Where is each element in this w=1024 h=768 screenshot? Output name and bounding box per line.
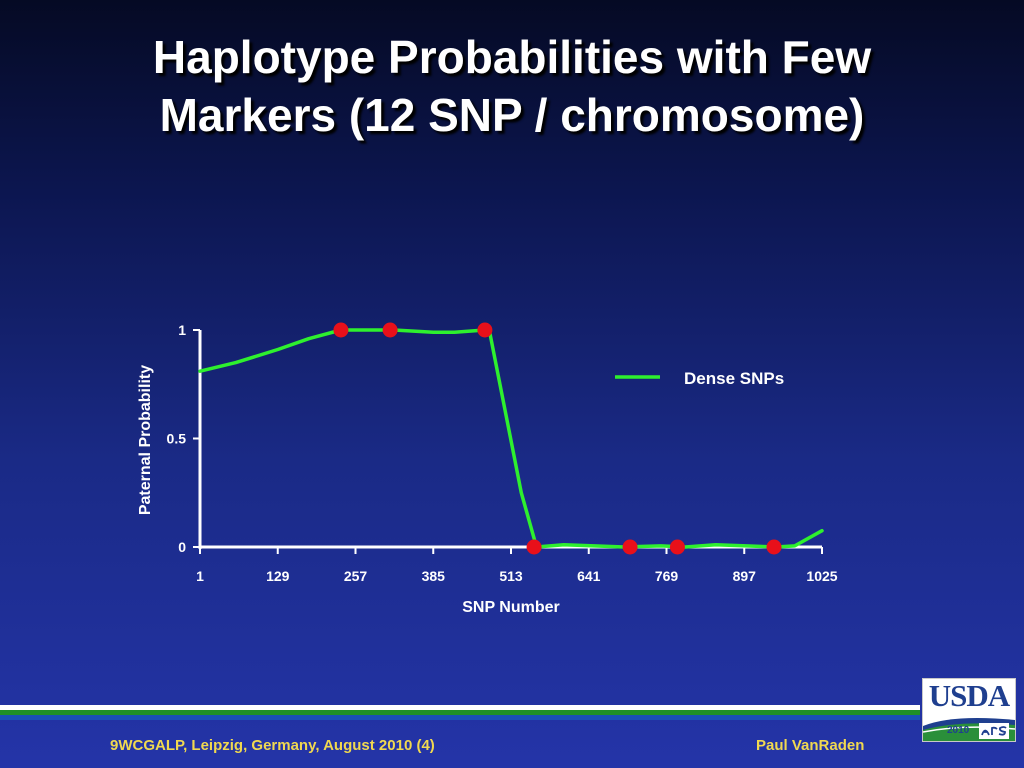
x-tick-label-513: 513 — [499, 568, 523, 584]
x-tick-label-1025: 1025 — [806, 568, 837, 584]
footer-conference: 9WCGALP, Leipzig, Germany, August 2010 (… — [110, 737, 435, 754]
x-tick-label-385: 385 — [422, 568, 446, 584]
marker-point-4 — [526, 539, 542, 555]
usda-logo-text: USDA — [928, 678, 1010, 713]
y-axis-title: Paternal Probability — [137, 365, 154, 515]
x-tick-label-769: 769 — [655, 568, 679, 584]
x-tick-label-1: 1 — [196, 568, 204, 584]
marker-point-7 — [766, 539, 782, 555]
x-tick-label-897: 897 — [733, 568, 757, 584]
series-marker-layer — [333, 322, 782, 555]
footer-divider-white — [0, 705, 920, 710]
marker-point-2 — [382, 322, 398, 338]
series-line-layer — [198, 328, 824, 549]
ars-logo-icon — [979, 723, 1009, 739]
footer-divider-green — [0, 710, 920, 715]
marker-point-3 — [477, 322, 493, 338]
footer-author: Paul VanRaden — [756, 737, 865, 754]
marker-point-6 — [669, 539, 685, 555]
title-line-2: Markers (12 SNP / chromosome) — [159, 89, 865, 141]
x-tick-label-641: 641 — [577, 568, 601, 584]
y-tick-label-0.5: 0.5 — [167, 431, 187, 447]
x-tick-label-129: 129 — [266, 568, 290, 584]
footer-divider-blue — [0, 715, 920, 720]
marker-point-5 — [622, 539, 638, 555]
y-tick-label-1: 1 — [178, 322, 186, 338]
title-line-1: Haplotype Probabilities with Few — [152, 31, 872, 83]
x-tick-label-257: 257 — [344, 568, 368, 584]
legend: Dense SNPs — [615, 369, 784, 388]
x-axis-title: SNP Number — [462, 599, 560, 616]
legend-label-dense-snps: Dense SNPs — [684, 369, 784, 388]
y-tick-label-0: 0 — [178, 539, 186, 555]
marker-point-1 — [333, 322, 349, 338]
slide-title: Haplotype Probabilities with Few Markers… — [0, 28, 1024, 144]
usda-logo: USDA 2010 — [922, 678, 1016, 742]
series-line-dense-snps — [198, 328, 824, 549]
chart-axes: 1 129 257 385 513 641 769 897 1025 0 0.5 1 — [167, 322, 838, 584]
logo-year: 2010 — [947, 725, 970, 736]
